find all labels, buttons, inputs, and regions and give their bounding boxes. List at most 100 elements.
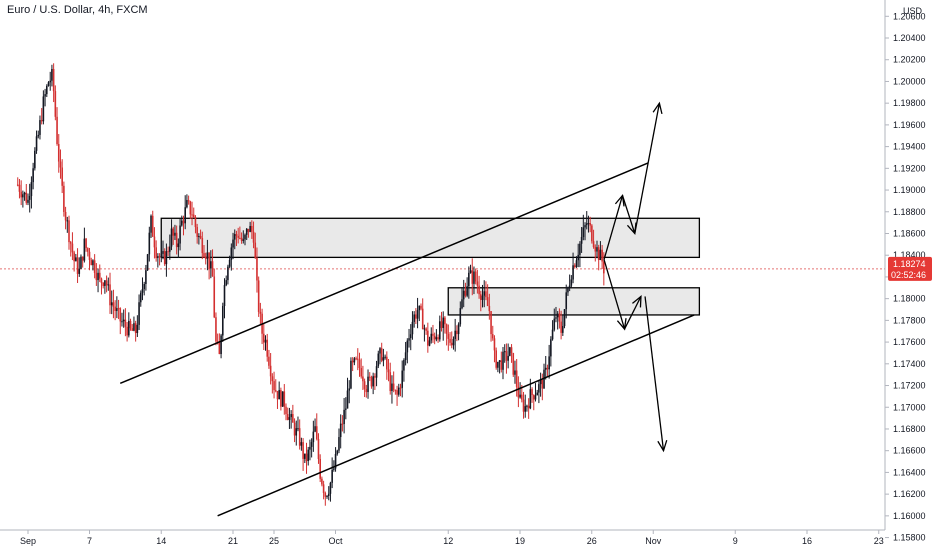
candle-body <box>290 414 292 418</box>
candle-body <box>505 351 508 361</box>
price-tick-label: 1.17000 <box>893 402 926 412</box>
candle-body <box>464 290 467 296</box>
candle-body <box>471 270 474 284</box>
candle-body <box>257 280 260 312</box>
channel-upper-line <box>119 162 649 385</box>
candle-body <box>71 243 74 253</box>
candle-body <box>392 383 395 390</box>
candle-body <box>210 261 212 269</box>
candle-body <box>336 450 339 455</box>
candle-body <box>452 338 455 346</box>
candle-body <box>526 405 528 407</box>
candle-body <box>497 361 499 368</box>
candle-body <box>339 423 342 438</box>
candle-body <box>502 351 504 370</box>
candle-body <box>449 338 451 343</box>
candle-body <box>138 302 140 325</box>
candles-layer <box>16 63 605 506</box>
candle-body <box>107 284 110 286</box>
candle-body <box>126 326 128 336</box>
candle-body <box>44 94 46 97</box>
candle-body <box>167 251 169 253</box>
candle-body <box>262 333 265 343</box>
candle-body <box>579 243 581 255</box>
candle-body <box>69 242 72 244</box>
candle-body <box>317 438 320 459</box>
projection-arrow-head <box>657 439 668 453</box>
candle-body <box>541 379 544 389</box>
candle-body <box>286 414 289 420</box>
time-axis[interactable]: Sep 7 14 21 25 Oct 12 19 26 Nov 9 16 23 <box>0 529 885 546</box>
candle-body <box>585 223 588 226</box>
candle-body <box>93 260 96 273</box>
candle-body <box>404 352 407 360</box>
candle-body <box>507 355 509 361</box>
candle-body <box>66 220 69 222</box>
candle-body <box>170 228 173 247</box>
candle-body <box>314 426 316 432</box>
price-tick-label: 1.19200 <box>893 163 926 173</box>
candle-body <box>553 318 556 330</box>
candle-body <box>401 370 404 388</box>
candle-body <box>88 251 91 260</box>
candle-body <box>485 291 487 298</box>
candle-body <box>252 231 255 243</box>
candle-body <box>420 305 422 309</box>
candle-body <box>225 280 228 286</box>
candle-body <box>295 428 298 436</box>
currency-label: USD <box>903 6 923 16</box>
price-tick-label: 1.16200 <box>893 489 926 499</box>
candle-body <box>158 256 161 258</box>
candle-body <box>539 379 542 385</box>
candle-body <box>244 234 246 240</box>
candle-body <box>133 323 135 331</box>
candle-body <box>35 136 38 151</box>
price-tick-label: 1.18600 <box>893 228 926 238</box>
candle-body <box>512 353 515 375</box>
candle-body <box>259 311 262 314</box>
candle-body <box>20 191 22 198</box>
candle-body <box>389 372 392 392</box>
candle-body <box>440 321 443 328</box>
candle-body <box>493 338 496 351</box>
candle-body <box>353 358 356 363</box>
candle-body <box>39 120 41 135</box>
candle-body <box>292 414 294 423</box>
candle-body <box>34 150 36 169</box>
candle-body <box>536 392 538 396</box>
candle-body <box>90 259 93 266</box>
candle-body <box>531 389 533 396</box>
candle-body <box>73 252 75 262</box>
candle-body <box>558 313 561 322</box>
price-tick-label: 1.16000 <box>893 511 926 521</box>
candle-body <box>423 328 426 330</box>
candle-body <box>597 247 600 261</box>
price-tick-label: 1.19800 <box>893 98 926 108</box>
price-tick-label: 1.17400 <box>893 359 926 369</box>
candle-body <box>461 299 463 309</box>
candle-body <box>266 339 269 357</box>
candle-body <box>456 330 458 335</box>
candle-body <box>355 358 357 360</box>
candle-body <box>384 356 386 358</box>
last-price-value: 1.18274 <box>893 259 926 269</box>
candle-body <box>276 391 279 400</box>
candle-body <box>22 194 24 198</box>
candle-body <box>548 356 550 370</box>
candle-body <box>112 302 115 307</box>
candle-body <box>278 390 280 400</box>
candle-body <box>329 482 332 494</box>
candle-body <box>351 360 354 363</box>
candle-body <box>524 406 527 412</box>
candle-body <box>589 222 591 226</box>
candle-body <box>603 261 605 274</box>
candle-body <box>283 391 286 407</box>
candle-body <box>199 235 202 239</box>
candle-body <box>208 252 210 269</box>
time-tick-label: 12 <box>443 536 453 546</box>
candle-body <box>495 350 497 368</box>
candle-body <box>268 356 270 366</box>
candle-body <box>529 389 532 409</box>
candle-body <box>406 340 409 353</box>
